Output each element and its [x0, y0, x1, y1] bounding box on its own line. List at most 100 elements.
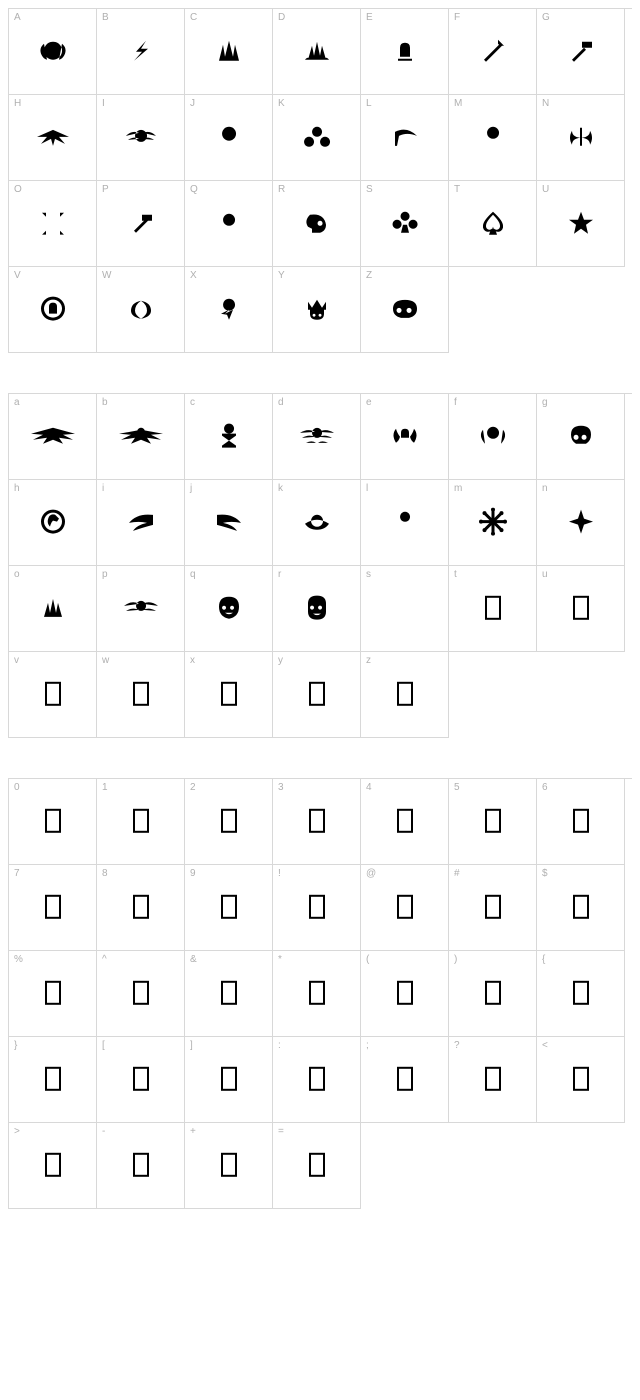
- glyph-cell[interactable]: 9: [185, 865, 273, 951]
- glyph-cell[interactable]: 5: [449, 779, 537, 865]
- glyph-cell[interactable]: b: [97, 394, 185, 480]
- glyph-label: M: [454, 98, 462, 109]
- glyph-cell[interactable]: 1: [97, 779, 185, 865]
- glyph-cell[interactable]: X: [185, 267, 273, 353]
- glyph-cell[interactable]: Y: [273, 267, 361, 353]
- glyph-cell[interactable]: ;: [361, 1037, 449, 1123]
- glyph-label: J: [190, 98, 195, 109]
- glyph-cell[interactable]: M: [449, 95, 537, 181]
- glyph-cell[interactable]: n: [537, 480, 625, 566]
- glyph-cell[interactable]: 0: [9, 779, 97, 865]
- glyph-cell[interactable]: o: [9, 566, 97, 652]
- glyph-cell[interactable]: !: [273, 865, 361, 951]
- glyph-cell[interactable]: p: [97, 566, 185, 652]
- glyph-cell[interactable]: 7: [9, 865, 97, 951]
- glyph-cell[interactable]: Q: [185, 181, 273, 267]
- glyph-cell[interactable]: ]: [185, 1037, 273, 1123]
- glyph-label: e: [366, 397, 372, 408]
- glyph-cell[interactable]: v: [9, 652, 97, 738]
- glyph-cell[interactable]: S: [361, 181, 449, 267]
- glyph-icon: [128, 210, 154, 234]
- glyph-label: 7: [14, 868, 20, 879]
- glyph-cell[interactable]: 8: [97, 865, 185, 951]
- glyph-cell[interactable]: w: [97, 652, 185, 738]
- glyph-cell[interactable]: a: [9, 394, 97, 480]
- glyph-cell[interactable]: ^: [97, 951, 185, 1037]
- glyph-cell[interactable]: i: [97, 480, 185, 566]
- glyph-cell[interactable]: >: [9, 1123, 97, 1209]
- glyph-cell[interactable]: @: [361, 865, 449, 951]
- glyph-cell[interactable]: U: [537, 181, 625, 267]
- glyph-cell[interactable]: T: [449, 181, 537, 267]
- glyph-cell[interactable]: V: [9, 267, 97, 353]
- glyph-label: ^: [102, 954, 107, 965]
- glyph-label: X: [190, 270, 197, 281]
- glyph-cell[interactable]: B: [97, 9, 185, 95]
- glyph-cell[interactable]: =: [273, 1123, 361, 1209]
- glyph-cell[interactable]: J: [185, 95, 273, 181]
- glyph-cell[interactable]: l: [361, 480, 449, 566]
- glyph-cell[interactable]: e: [361, 394, 449, 480]
- glyph-cell[interactable]: g: [537, 394, 625, 480]
- glyph-cell[interactable]: 3: [273, 779, 361, 865]
- glyph-cell[interactable]: #: [449, 865, 537, 951]
- glyph-label: 5: [454, 782, 460, 793]
- glyph-icon: [38, 37, 68, 63]
- glyph-cell[interactable]: N: [537, 95, 625, 181]
- glyph-cell[interactable]: x: [185, 652, 273, 738]
- glyph-cell[interactable]: y: [273, 652, 361, 738]
- glyph-cell[interactable]: <: [537, 1037, 625, 1123]
- glyph-cell[interactable]: z: [361, 652, 449, 738]
- glyph-cell[interactable]: $: [537, 865, 625, 951]
- glyph-cell[interactable]: c: [185, 394, 273, 480]
- glyph-cell[interactable]: L: [361, 95, 449, 181]
- glyph-icon: [217, 123, 241, 149]
- glyph-cell[interactable]: P: [97, 181, 185, 267]
- glyph-cell[interactable]: ?: [449, 1037, 537, 1123]
- glyph-cell[interactable]: {: [537, 951, 625, 1037]
- glyph-cell[interactable]: u: [537, 566, 625, 652]
- glyph-cell[interactable]: d: [273, 394, 361, 480]
- glyph-cell[interactable]: 4: [361, 779, 449, 865]
- glyph-cell[interactable]: t: [449, 566, 537, 652]
- glyph-cell[interactable]: -: [97, 1123, 185, 1209]
- glyph-cell[interactable]: (: [361, 951, 449, 1037]
- glyph-cell[interactable]: f: [449, 394, 537, 480]
- glyph-label: j: [190, 483, 192, 494]
- glyph-cell[interactable]: h: [9, 480, 97, 566]
- glyph-cell[interactable]: [: [97, 1037, 185, 1123]
- glyph-cell[interactable]: }: [9, 1037, 97, 1123]
- glyph-cell[interactable]: H: [9, 95, 97, 181]
- glyph-cell[interactable]: K: [273, 95, 361, 181]
- glyph-cell[interactable]: s: [361, 566, 449, 652]
- glyph-cell[interactable]: m: [449, 480, 537, 566]
- glyph-cell[interactable]: A: [9, 9, 97, 95]
- glyph-label: 0: [14, 782, 20, 793]
- glyph-cell[interactable]: &: [185, 951, 273, 1037]
- glyph-cell[interactable]: E: [361, 9, 449, 95]
- glyph-cell[interactable]: R: [273, 181, 361, 267]
- glyph-cell[interactable]: :: [273, 1037, 361, 1123]
- glyph-label: I: [102, 98, 105, 109]
- glyph-cell[interactable]: ): [449, 951, 537, 1037]
- glyph-cell[interactable]: *: [273, 951, 361, 1037]
- glyph-cell[interactable]: 2: [185, 779, 273, 865]
- glyph-cell[interactable]: F: [449, 9, 537, 95]
- glyph-icon: [215, 510, 243, 532]
- glyph-cell[interactable]: q: [185, 566, 273, 652]
- glyph-cell[interactable]: I: [97, 95, 185, 181]
- glyph-cell[interactable]: 6: [537, 779, 625, 865]
- missing-glyph-icon: [485, 980, 501, 1004]
- glyph-cell[interactable]: O: [9, 181, 97, 267]
- glyph-cell[interactable]: D: [273, 9, 361, 95]
- glyph-cell[interactable]: W: [97, 267, 185, 353]
- missing-glyph-icon: [221, 1066, 237, 1090]
- glyph-cell[interactable]: G: [537, 9, 625, 95]
- glyph-cell[interactable]: C: [185, 9, 273, 95]
- glyph-cell[interactable]: k: [273, 480, 361, 566]
- glyph-cell[interactable]: Z: [361, 267, 449, 353]
- glyph-cell[interactable]: j: [185, 480, 273, 566]
- glyph-cell[interactable]: +: [185, 1123, 273, 1209]
- glyph-cell[interactable]: %: [9, 951, 97, 1037]
- glyph-cell[interactable]: r: [273, 566, 361, 652]
